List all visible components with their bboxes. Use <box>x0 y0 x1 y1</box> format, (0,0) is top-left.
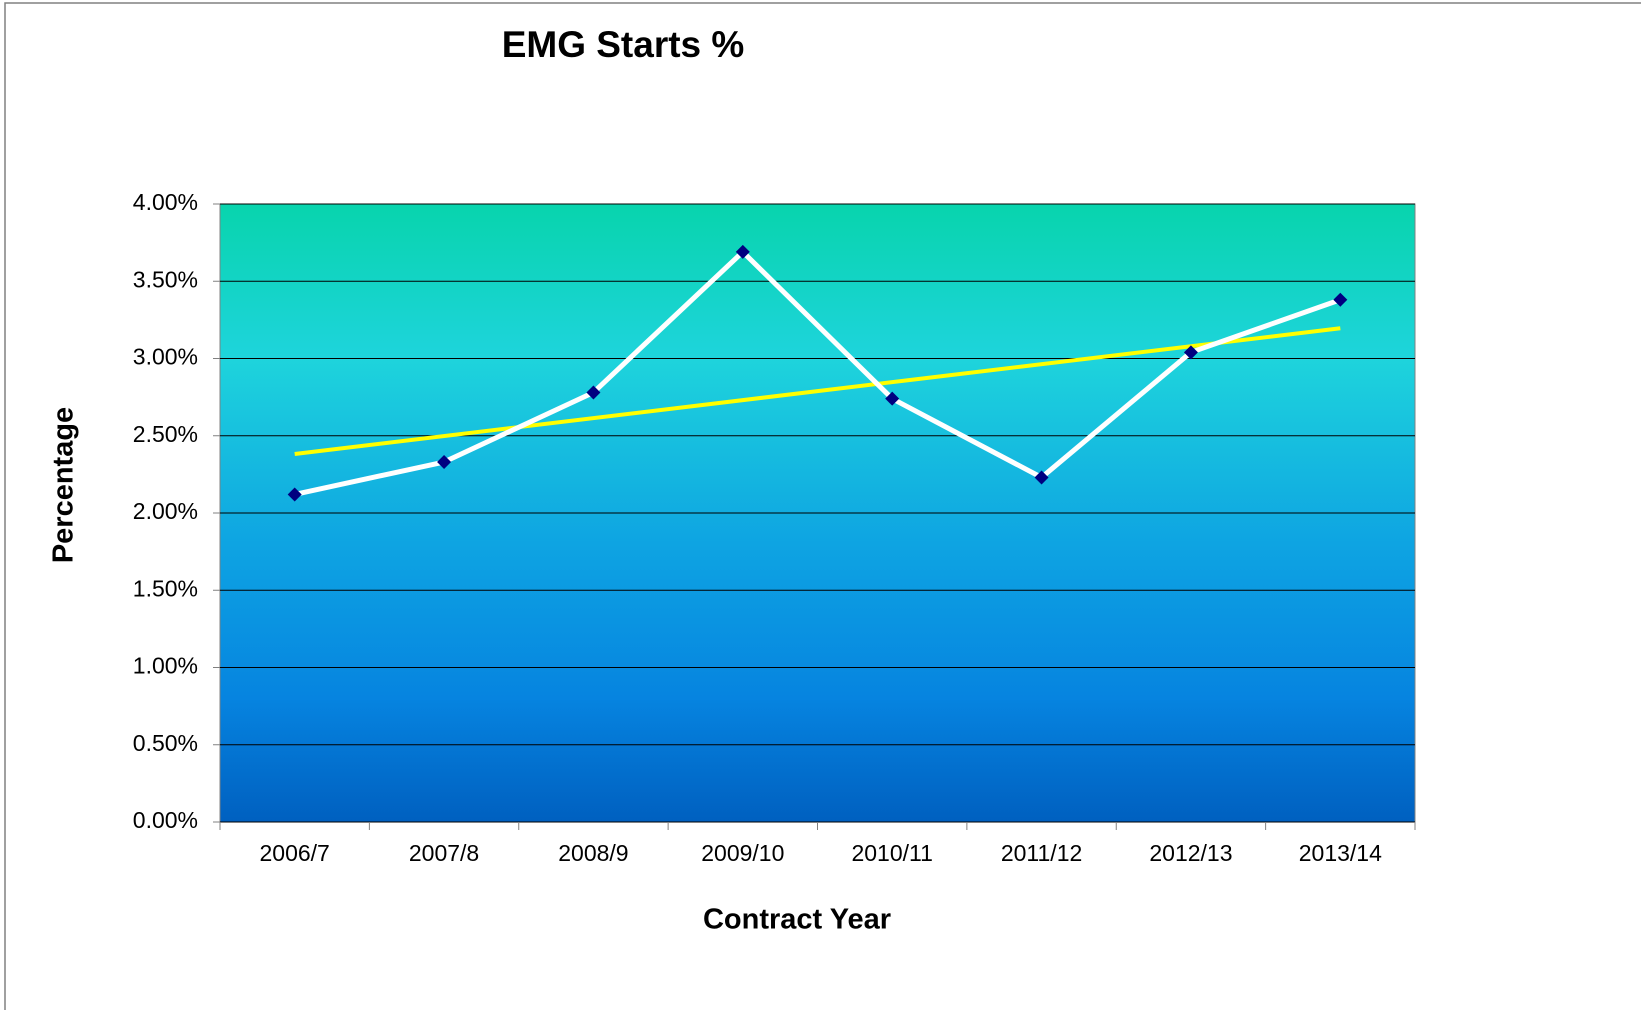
y-axis-label: Percentage <box>48 407 80 563</box>
y-tick-label: 3.50% <box>133 266 198 292</box>
y-tick-label: 4.00% <box>133 189 198 215</box>
x-tick-label: 2006/7 <box>260 840 330 866</box>
x-tick-label: 2011/12 <box>1001 840 1082 866</box>
marker <box>287 487 302 502</box>
marker <box>1333 292 1348 307</box>
y-tick-label: 2.00% <box>133 498 198 524</box>
y-tick-label: 1.00% <box>133 653 198 679</box>
x-tick-label: 2008/9 <box>558 840 628 866</box>
y-tick-label: 0.50% <box>133 730 198 756</box>
chart-border <box>4 2 1641 1010</box>
marker <box>437 455 452 470</box>
y-tick-label: 1.50% <box>133 575 198 601</box>
series-line <box>294 249 1342 497</box>
y-tick-label: 0.00% <box>133 807 198 833</box>
x-tick-label: 2009/10 <box>701 840 784 866</box>
y-tick-label: 2.50% <box>133 421 198 447</box>
x-tick-label: 2013/14 <box>1299 840 1382 866</box>
marker <box>735 244 750 259</box>
y-tick-label: 3.00% <box>133 344 198 370</box>
marker <box>586 385 601 400</box>
x-tick-label: 2010/11 <box>851 840 932 866</box>
marker <box>1183 345 1198 360</box>
marker <box>1034 470 1049 485</box>
trendline <box>294 326 1341 457</box>
x-tick-label: 2012/13 <box>1149 840 1232 866</box>
marker <box>885 391 900 406</box>
x-tick-label: 2007/8 <box>409 840 479 866</box>
x-axis-label: Contract Year <box>703 904 891 936</box>
chart-title: EMG Starts % <box>502 24 745 65</box>
